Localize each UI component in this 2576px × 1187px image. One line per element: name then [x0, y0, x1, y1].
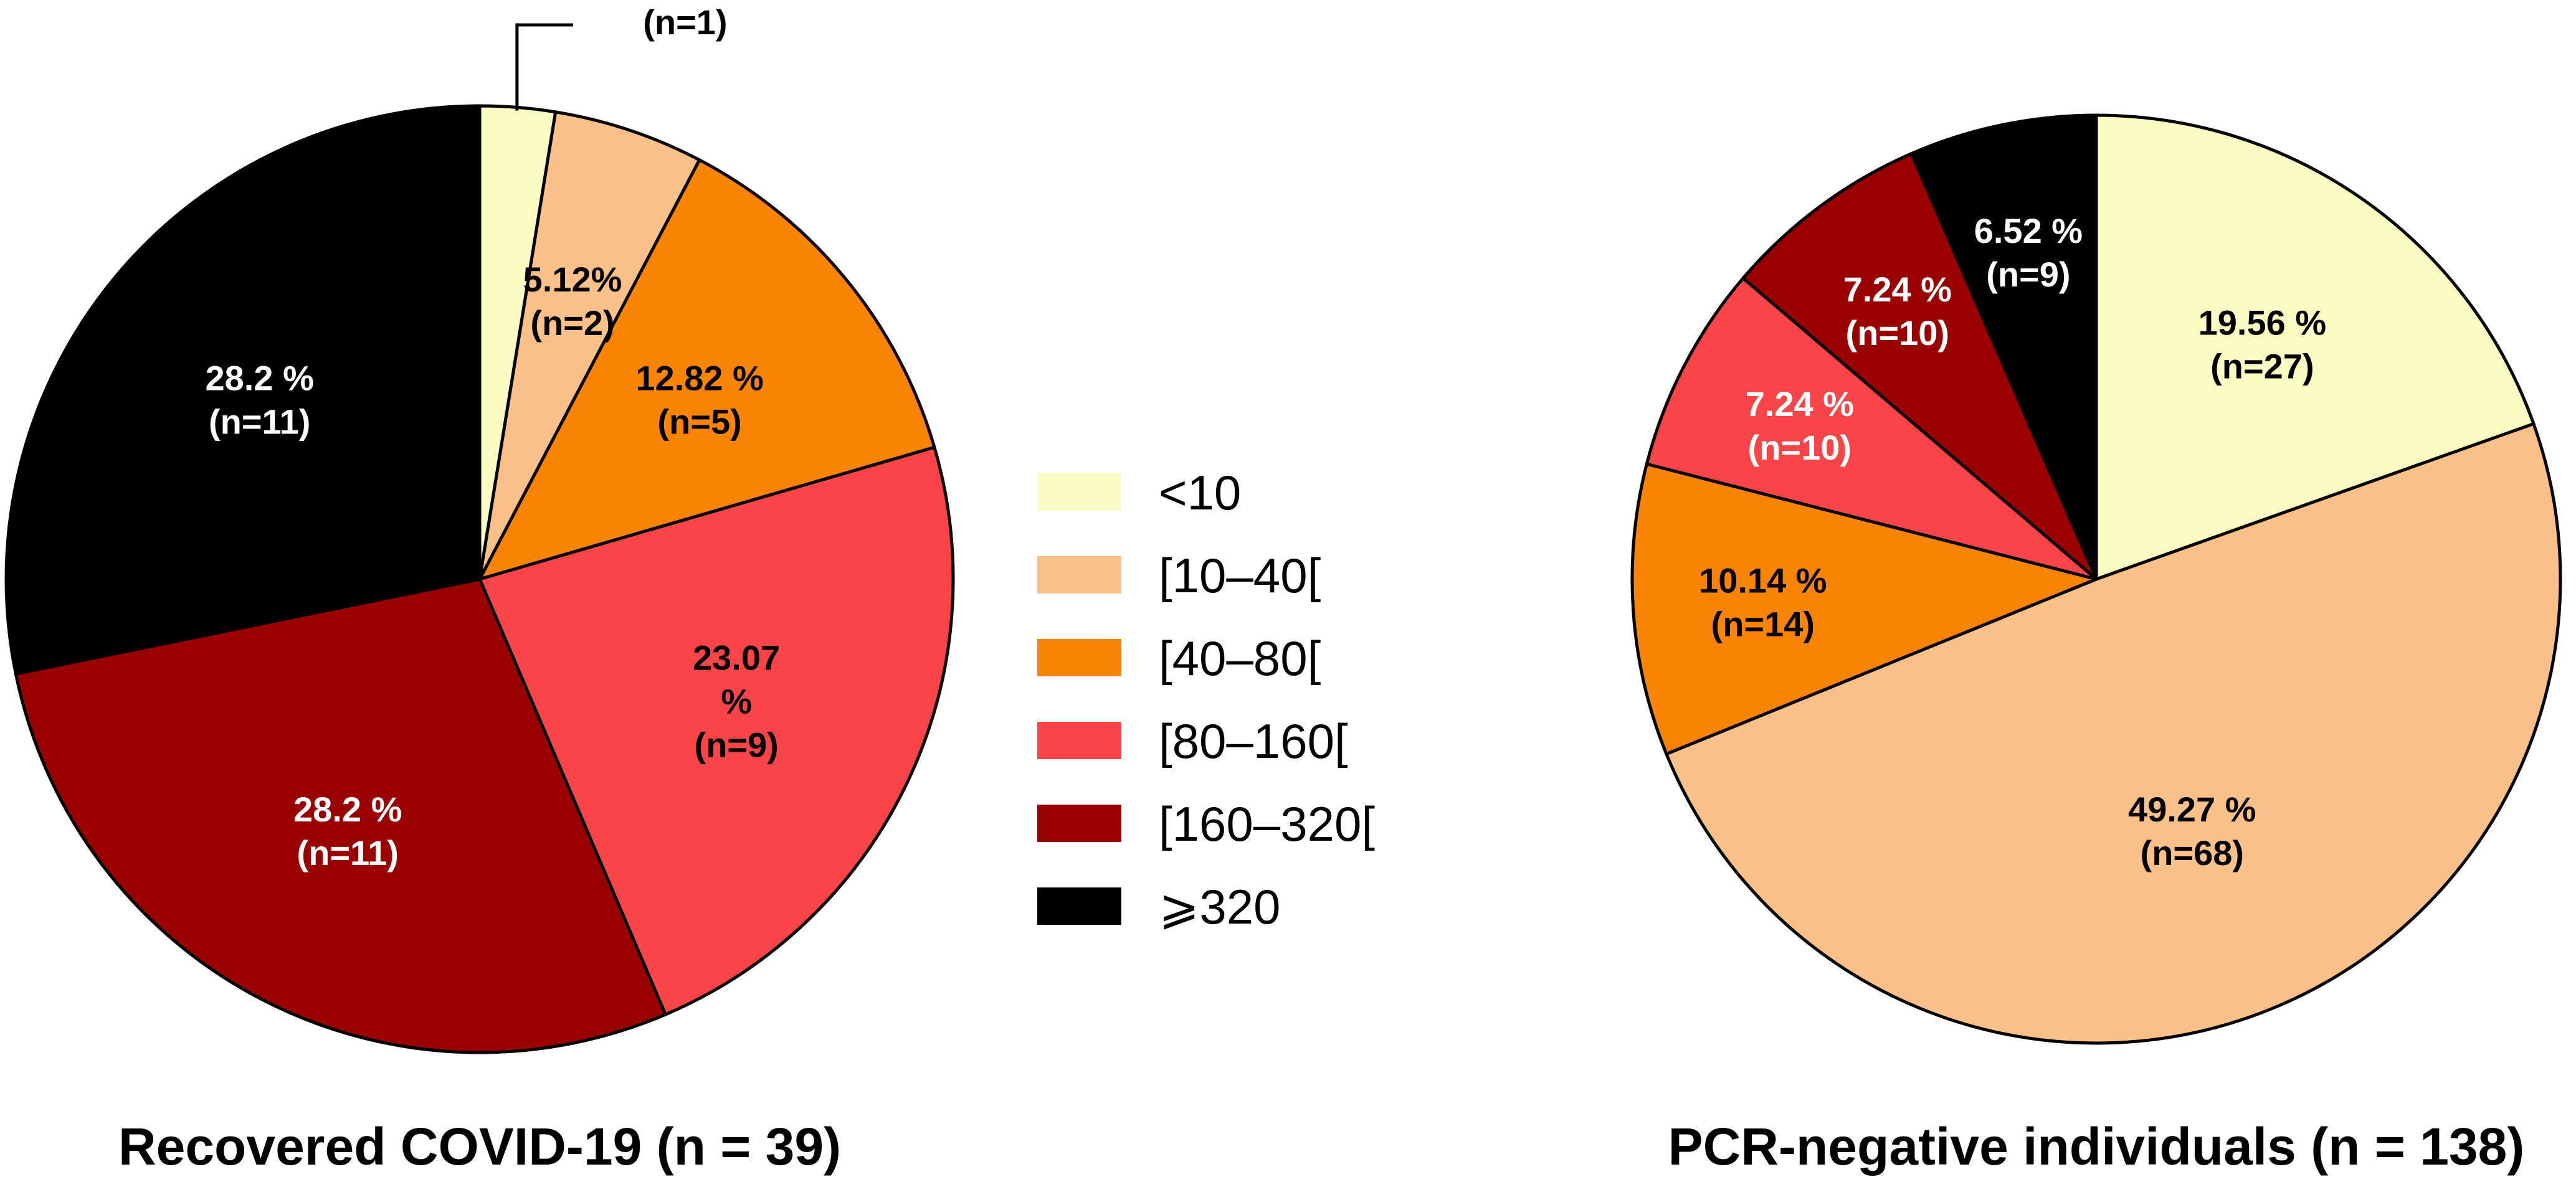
slice-label-pcr-negative-0-0: 19.56 %: [2198, 303, 2327, 343]
slice-label-pcr-negative-2-0: 10.14 %: [1699, 560, 1827, 600]
pie-slice-recovered-4: [14, 577, 668, 1054]
pie-slice-pcr-negative-5: [1909, 113, 2098, 580]
slice-label-pcr-negative-0-1: (n=27): [2210, 347, 2314, 386]
pie-slice-recovered-5: [4, 104, 482, 676]
legend-swatch-2: [1037, 639, 1121, 676]
slice-label-recovered-4-0: 28.2 %: [293, 790, 402, 829]
pie-chart-recovered: 2.56 %(n=1)5.12%(n=2)12.82 %(n=5)23.07%(…: [4, 2, 955, 1054]
pie-slice-pcr-negative-3: [1645, 276, 2098, 581]
pie-slice-pcr-negative-4: [1741, 151, 2098, 580]
pie-slice-recovered-3: [477, 445, 955, 1017]
legend-swatch-0: [1037, 473, 1121, 511]
pie-slice-recovered-2: [477, 158, 937, 582]
legend-label-4: [160–320[: [1159, 797, 1375, 851]
pie-slice-recovered-1: [478, 110, 702, 580]
legend-swatch-4: [1037, 805, 1121, 842]
callout-line-recovered-0: [515, 23, 573, 111]
legend: <10 [10–40[ [40–80[ [80–160[ [160–320[ ⩾320: [1037, 465, 1375, 934]
slice-label-recovered-3-2: (n=9): [694, 725, 778, 764]
pie-slice-pcr-negative-1: [1664, 422, 2562, 1045]
slice-label-pcr-negative-4-1: (n=10): [1846, 313, 1950, 352]
slice-label-pcr-negative-4-0: 7.24 %: [1843, 270, 1952, 309]
legend-swatch-3: [1037, 722, 1121, 759]
legend-label-2: [40–80[: [1159, 631, 1321, 686]
slice-label-recovered-2-0: 12.82 %: [635, 358, 764, 397]
slice-label-pcr-negative-1-1: (n=68): [2141, 833, 2245, 873]
legend-label-5: ⩾320: [1159, 879, 1281, 934]
legend-label-3: [80–160[: [1159, 714, 1348, 768]
slice-label-recovered-3-0: 23.07: [693, 638, 780, 677]
slice-label-recovered-1-1: (n=2): [530, 303, 614, 343]
legend-swatch-1: [1037, 556, 1121, 594]
chart-title-recovered: Recovered COVID-19 (n = 39): [118, 1117, 841, 1176]
legend-swatch-5: [1037, 887, 1121, 925]
slice-label-recovered-3-1: %: [721, 681, 752, 721]
slice-label-pcr-negative-3-0: 7.24 %: [1746, 384, 1854, 423]
slice-label-pcr-negative-1-0: 49.27 %: [2128, 790, 2256, 829]
pie-chart-pcr-negative: 19.56 % (n=27) 49.27 % (n=68) 10.14 % (n=14) 7…: [1630, 113, 2562, 1045]
slice-label-recovered-4-1: (n=11): [297, 833, 398, 873]
legend-label-0: <10: [1159, 465, 1241, 520]
slice-label-recovered-5-1: (n=11): [209, 402, 310, 442]
slice-label-recovered-5-0: 28.2 %: [206, 359, 314, 398]
chart-title-pcr-negative: PCR-negative individuals (n = 138): [1668, 1117, 2525, 1176]
slice-label-pcr-negative-2-1: (n=14): [1711, 604, 1815, 643]
slice-label-recovered-2-1: (n=5): [657, 402, 741, 441]
slice-label-pcr-negative-5-0: 6.52 %: [1974, 211, 2083, 250]
pie-slice-pcr-negative-2: [1630, 461, 2101, 756]
slice-label-recovered-0-1: (n=1): [643, 2, 727, 42]
slice-label-pcr-negative-5-1: (n=9): [1986, 255, 2070, 294]
legend-label-1: [10–40[: [1159, 548, 1321, 603]
slice-label-recovered-1-0: 5.12%: [523, 260, 622, 299]
pie-slice-pcr-negative-0: [2094, 113, 2536, 582]
slice-label-pcr-negative-3-1: (n=10): [1748, 428, 1852, 467]
